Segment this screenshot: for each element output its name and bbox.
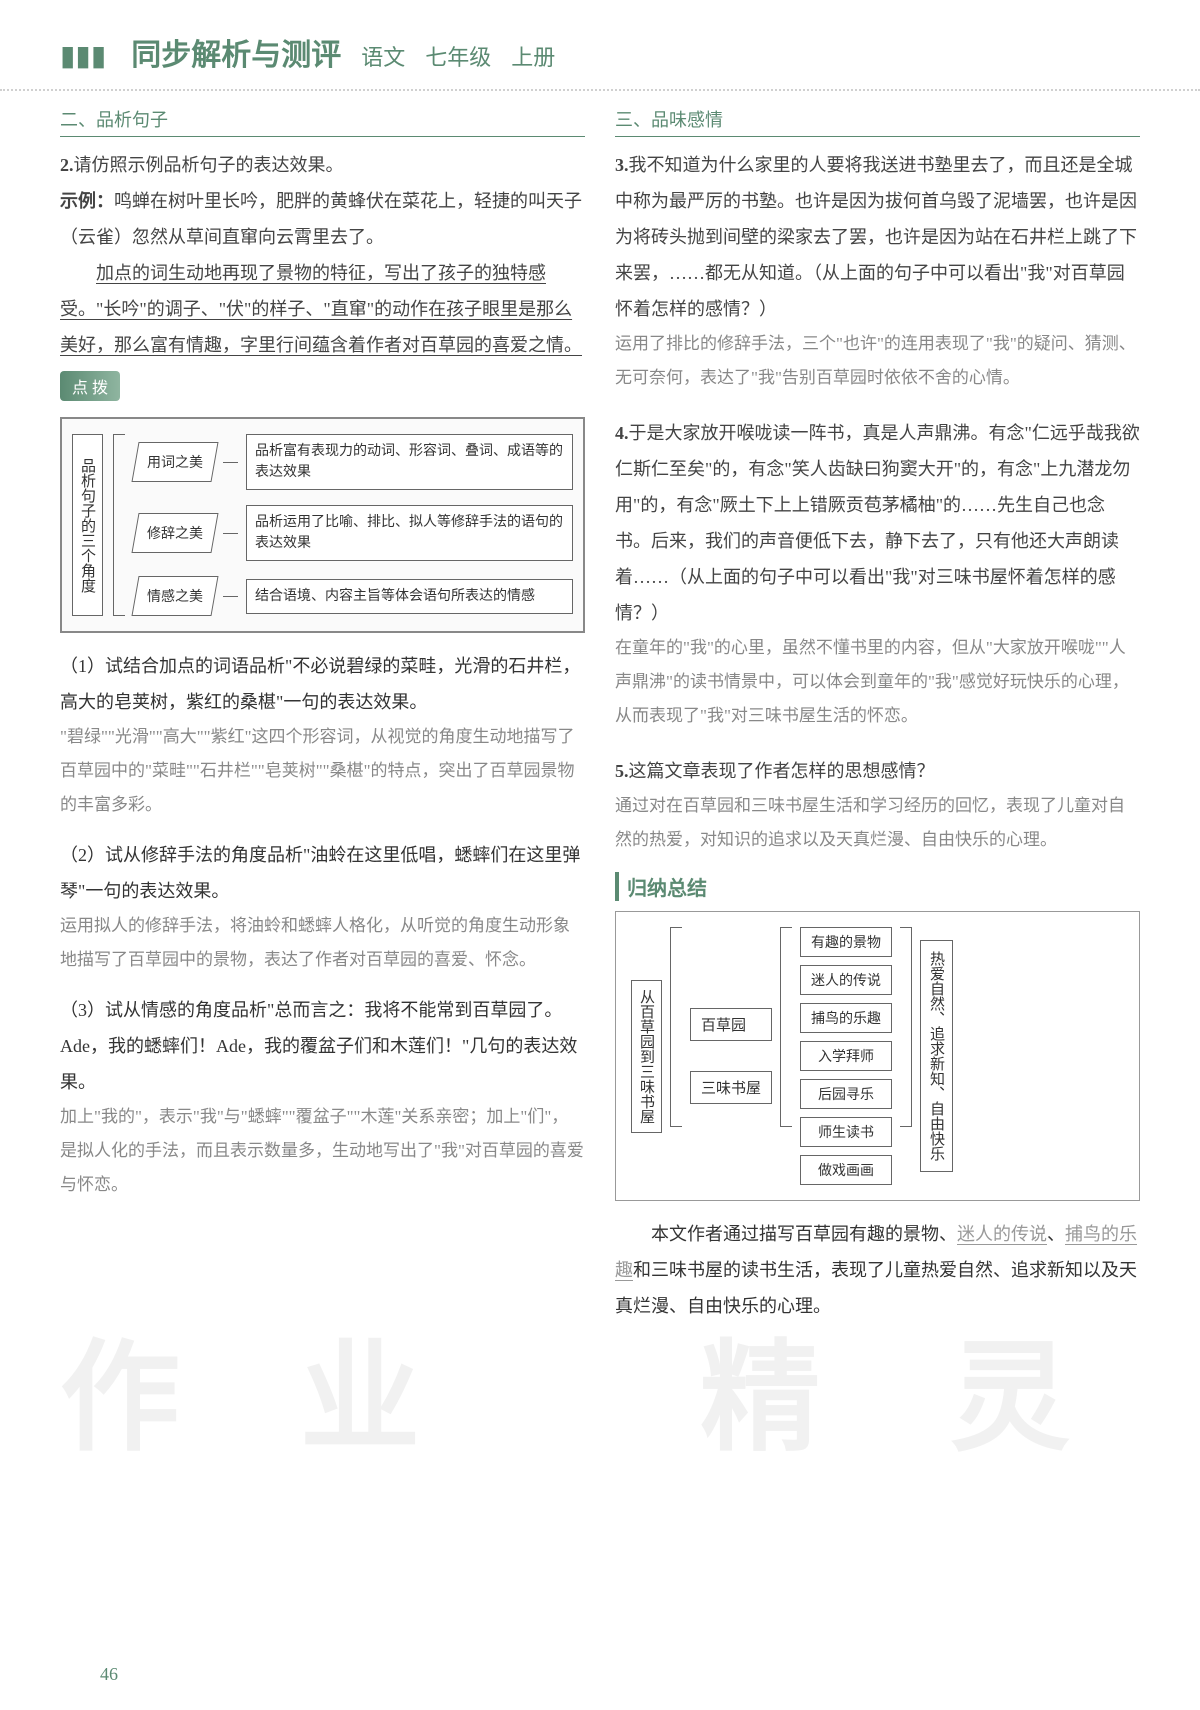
sq1-num: （1） [60, 656, 105, 676]
example-label: 示例： [60, 191, 114, 211]
item-box: 有趣的景物 [800, 927, 892, 957]
sq2-text: 试从修辞手法的角度品析"油蛉在这里低唱，蟋蟀们在这里弹琴"一句的表达效果。 [60, 845, 580, 901]
summary-post: 和三味书屋的读书生活，表现了儿童热爱自然、追求新知以及天真烂漫、自由快乐的心理。 [615, 1260, 1137, 1316]
page-header: ▮▮▮ 同步解析与测评 语文 七年级 上册 [0, 0, 1200, 91]
summary-diagram: 从百草园到三味书屋 百草园 三味书屋 有趣的景物 迷人的传说 捕鸟的乐趣 入学拜… [615, 911, 1140, 1201]
left-column: 二、品析句子 2.请仿照示例品析句子的表达效果。 示例：鸣蝉在树叶里长吟，肥胖的… [60, 106, 585, 1324]
main-content: 二、品析句子 2.请仿照示例品析句子的表达效果。 示例：鸣蝉在树叶里长吟，肥胖的… [0, 91, 1200, 1339]
question-3: 3.我不知道为什么家里的人要将我送进书塾里去了，而且还是全城中称为最严厉的书塾。… [615, 147, 1140, 327]
mid-box: 百草园 [690, 1008, 772, 1041]
sq3-text: 试从情感的角度品析"总而言之：我将不能常到百草园了。Ade，我的蟋蟀们！Ade，… [60, 1000, 577, 1092]
desc-box: 结合语境、内容主旨等体会语句所表达的情感 [246, 579, 573, 614]
item-box: 捕鸟的乐趣 [800, 1003, 892, 1033]
summary-title: 归纳总结 [615, 872, 1140, 901]
item-box: 迷人的传说 [800, 965, 892, 995]
right-column: 三、品味感情 3.我不知道为什么家里的人要将我送进书塾里去了，而且还是全城中称为… [615, 106, 1140, 1324]
section-3-title: 三、品味感情 [615, 106, 1140, 137]
sub-question-1: （1）试结合加点的词语品析"不必说碧绿的菜畦，光滑的石井栏，高大的皂荚树，紫红的… [60, 648, 585, 720]
sq1-text: 试结合加点的词语品析"不必说碧绿的菜畦，光滑的石井栏，高大的皂荚树，紫红的桑椹"… [60, 656, 580, 712]
diagram-row: 情感之美 结合语境、内容主旨等体会语句所表达的情感 [135, 576, 573, 616]
subject: 语文 [361, 40, 405, 72]
bracket-icon [900, 927, 912, 1127]
bracket-icon [670, 927, 682, 1127]
summary-root: 从百草园到三味书屋 [631, 980, 662, 1133]
item-box: 后园寻乐 [800, 1079, 892, 1109]
diagram-root: 品析句子的三个角度 [72, 434, 103, 616]
diagram-row: 修辞之美 品析运用了比喻、排比、拟人等修辞手法的语句的表达效果 [135, 505, 573, 561]
q5-number: 5. [615, 761, 629, 781]
dianbo-badge: 点 拨 [60, 371, 120, 401]
grade: 七年级 [425, 40, 491, 72]
q5-answer: 通过对在百草园和三味书屋生活和学习经历的回忆，表现了儿童对自然的热爱，对知识的追… [615, 789, 1140, 857]
books-icon: ▮▮▮ [60, 39, 106, 73]
item-box: 师生读书 [800, 1117, 892, 1147]
connector-icon [223, 462, 238, 463]
sq2-num: （2） [60, 845, 105, 865]
summary-pre: 本文作者通过描写百草园有趣的景物、 [651, 1224, 957, 1244]
bracket-icon [780, 927, 792, 1127]
page-number: 46 [100, 1664, 118, 1685]
q5-text: 这篇文章表现了作者怎样的思想感情？ [629, 761, 935, 781]
q4-text: 于是大家放开喉咙读一阵书，真是人声鼎沸。有念"仁远乎哉我欲仁斯仁至矣"的，有念"… [615, 423, 1140, 623]
question-2: 2.请仿照示例品析句子的表达效果。 [60, 147, 585, 183]
example-answer: 加点的词生动地再现了景物的特征，写出了孩子的独特感受。"长吟"的调子、"伏"的样… [60, 255, 585, 363]
mid-box: 三味书屋 [690, 1071, 772, 1104]
question-4: 4.于是大家放开喉咙读一阵书，真是人声鼎沸。有念"仁远乎哉我欲仁斯仁至矣"的，有… [615, 415, 1140, 631]
desc-box: 品析富有表现力的动词、形容词、叠词、成语等的表达效果 [246, 434, 573, 490]
example-block: 示例：鸣蝉在树叶里长吟，肥胖的黄蜂伏在菜花上，轻捷的叫天子（云雀）忽然从草间直窜… [60, 183, 585, 255]
bracket-icon [113, 434, 125, 616]
diagram-row: 用词之美 品析富有表现力的动词、形容词、叠词、成语等的表达效果 [135, 434, 573, 490]
example-text: 鸣蝉在树叶里长吟，肥胖的黄蜂伏在菜花上，轻捷的叫天子（云雀）忽然从草间直窜向云霄… [60, 191, 582, 247]
q3-text: 我不知道为什么家里的人要将我送进书塾里去了，而且还是全城中称为最严厉的书塾。也许… [615, 155, 1137, 319]
q4-number: 4. [615, 423, 629, 443]
connector-icon [223, 596, 238, 597]
analysis-diagram: 品析句子的三个角度 用词之美 品析富有表现力的动词、形容词、叠词、成语等的表达效… [60, 417, 585, 633]
volume: 上册 [511, 40, 555, 72]
theme-box: 热爱自然、追求新知、自由快乐 [920, 940, 953, 1172]
q3-answer: 运用了排比的修辞手法，三个"也许"的连用表现了"我"的疑问、猜测、无可奈何，表达… [615, 327, 1140, 395]
diamond-node: 用词之美 [131, 442, 218, 482]
q4-answer: 在童年的"我"的心里，虽然不懂书里的内容，但从"大家放开喉咙""人声鼎沸"的读书… [615, 631, 1140, 733]
sq3-answer: 加上"我的"，表示"我"与"蟋蟀""覆盆子""木莲"关系亲密；加上"们"，是拟人… [60, 1100, 585, 1202]
fill-blank-1: 迷人的传说 [957, 1224, 1047, 1244]
q2-text: 请仿照示例品析句子的表达效果。 [74, 155, 344, 175]
sub-question-3: （3）试从情感的角度品析"总而言之：我将不能常到百草园了。Ade，我的蟋蟀们！A… [60, 992, 585, 1100]
q3-number: 3. [615, 155, 629, 175]
summary-mid-text: 、 [1047, 1224, 1065, 1244]
diamond-node: 情感之美 [131, 576, 218, 616]
book-title: 同步解析与测评 [131, 30, 341, 74]
section-2-title: 二、品析句子 [60, 106, 585, 137]
sq1-answer: "碧绿""光滑""高大""紫红"这四个形容词，从视觉的角度生动地描写了百草园中的… [60, 720, 585, 822]
summary-paragraph: 本文作者通过描写百草园有趣的景物、迷人的传说、捕鸟的乐趣和三味书屋的读书生活，表… [615, 1216, 1140, 1324]
connector-icon [223, 533, 238, 534]
item-box: 入学拜师 [800, 1041, 892, 1071]
sub-question-2: （2）试从修辞手法的角度品析"油蛉在这里低唱，蟋蟀们在这里弹琴"一句的表达效果。 [60, 837, 585, 909]
question-5: 5.这篇文章表现了作者怎样的思想感情？ [615, 753, 1140, 789]
sq3-num: （3） [60, 1000, 105, 1020]
q2-number: 2. [60, 155, 74, 175]
desc-box: 品析运用了比喻、排比、拟人等修辞手法的语句的表达效果 [246, 505, 573, 561]
diamond-node: 修辞之美 [131, 513, 218, 553]
item-box: 做戏画画 [800, 1155, 892, 1185]
sq2-answer: 运用拟人的修辞手法，将油蛉和蟋蟀人格化，从听觉的角度生动形象地描写了百草园中的景… [60, 909, 585, 977]
